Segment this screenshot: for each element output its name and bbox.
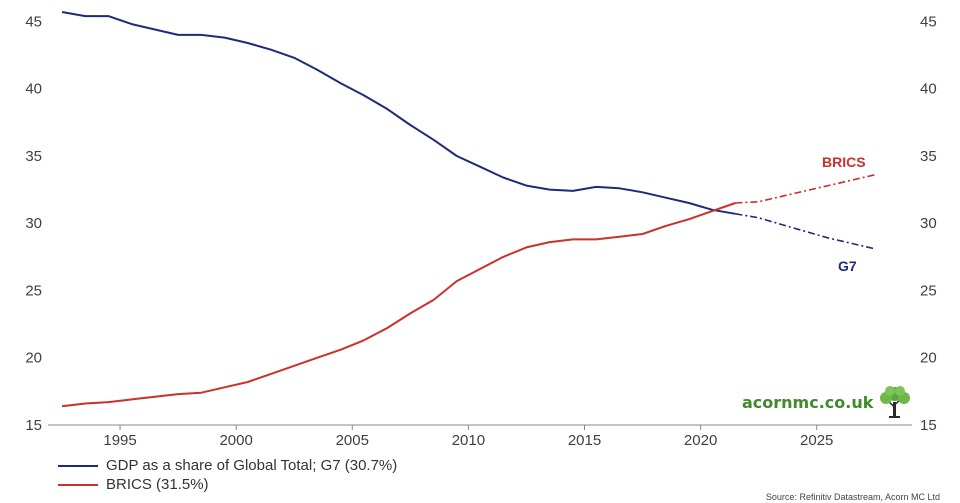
y-axis-left: 15 20 25 30 35 40 45 [25,13,42,434]
x-tick-label: 2020 [684,432,717,449]
brand-text: acornmc.co.uk [742,392,874,412]
y-tick-label-right: 40 [920,81,937,98]
x-tick-label: 1995 [103,432,136,449]
series-line-brics [61,202,736,408]
y-tick-label-right: 20 [920,350,937,367]
y-tick-label-left: 30 [25,215,42,232]
y-tick-label-right: 45 [920,13,937,30]
legend: GDP as a share of Global Total; G7 (30.7… [58,456,397,494]
x-tick-label: 2010 [452,432,485,449]
y-tick-label-left: 15 [25,417,42,434]
legend-swatch-brics [58,483,98,486]
x-tick-label: 2015 [568,432,601,449]
y-tick-label-left: 45 [25,13,42,30]
brics-end-label: BRICS [822,154,866,170]
x-tick-label: 2005 [336,432,369,449]
tree-icon [880,386,911,418]
legend-label-brics: BRICS (31.5%) [106,476,209,493]
legend-label-g7: GDP as a share of Global Total; G7 (30.7… [106,457,398,474]
legend-swatch-g7 [58,464,98,467]
legend-item-brics: BRICS (31.5%) [58,475,397,494]
y-tick-label-right: 25 [920,282,937,299]
x-tick-label: 2025 [800,432,833,449]
series-line-g7 [61,11,736,215]
y-tick-label-right: 15 [920,417,937,434]
y-tick-label-left: 20 [25,350,42,367]
x-axis: 1995 2000 2005 2010 2015 2020 2025 [103,425,833,449]
legend-item-g7: GDP as a share of Global Total; G7 (30.7… [58,456,397,475]
projection-line-brics [735,174,875,204]
y-tick-label-left: 25 [25,282,42,299]
plot-area [61,11,875,408]
source-note: Source: Refinitiv Datastream, Acorn MC L… [765,492,940,502]
y-axis-right: 15 20 25 30 35 40 45 [920,13,937,434]
g7-end-label: G7 [838,258,857,274]
projection-line-g7 [735,213,875,250]
x-tick-label: 2000 [219,432,252,449]
y-tick-label-right: 30 [920,215,937,232]
brand-logo: acornmc.co.uk [742,385,913,419]
y-tick-label-right: 35 [920,148,937,165]
y-tick-label-left: 35 [25,148,42,165]
y-tick-label-left: 40 [25,81,42,98]
